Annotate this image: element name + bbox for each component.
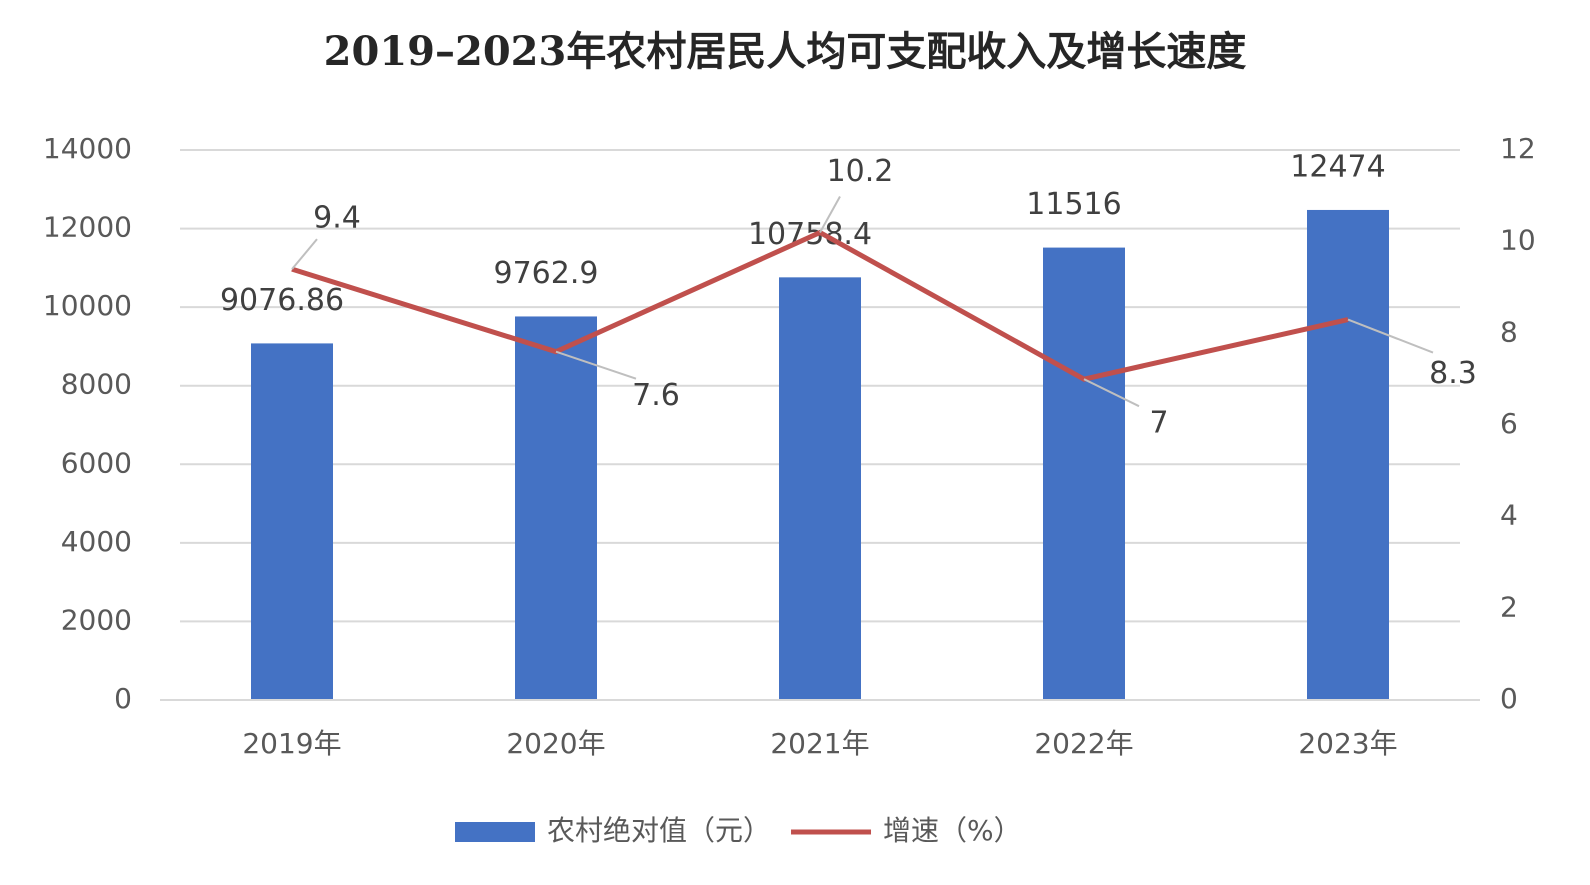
- data-label: 10.2: [827, 154, 894, 189]
- y2-tick-label: 8: [1500, 315, 1518, 348]
- leader-line: [555, 350, 637, 380]
- data-label: 11516: [1026, 187, 1121, 222]
- y2-tick-label: 10: [1500, 224, 1536, 257]
- data-label: 7: [1149, 406, 1168, 441]
- data-label: 7.6: [632, 378, 680, 413]
- chart-title: 2019–2023年农村居民人均可支配收入及增长速度: [324, 28, 1247, 75]
- leader-line: [1347, 318, 1434, 354]
- data-label: 8.3: [1429, 356, 1477, 391]
- bar: [1307, 209, 1389, 700]
- bar: [251, 343, 333, 700]
- bar: [779, 277, 861, 700]
- x-tick-label: 2023年: [1298, 727, 1397, 760]
- y-tick-label: 4000: [61, 525, 132, 558]
- x-tick-label: 2019年: [242, 727, 341, 760]
- leader-line: [291, 238, 318, 270]
- x-tick-label: 2022年: [1034, 727, 1133, 760]
- y2-tick-label: 0: [1500, 682, 1518, 715]
- y-tick-label: 2000: [61, 603, 132, 636]
- y-tick-label: 8000: [61, 368, 132, 401]
- y2-tick-label: 4: [1500, 499, 1518, 532]
- y2-tick-label: 12: [1500, 132, 1536, 165]
- y-tick-label: 12000: [43, 211, 132, 244]
- data-label: 12474: [1290, 149, 1385, 184]
- data-label: 9762.9: [494, 256, 599, 291]
- y-tick-label: 14000: [43, 132, 132, 165]
- data-label: 9.4: [313, 201, 361, 236]
- y2-tick-label: 6: [1500, 407, 1518, 440]
- bar: [1043, 247, 1125, 701]
- legend-label: 农村绝对值（元）: [547, 814, 771, 847]
- y2-tick-label: 2: [1500, 590, 1518, 623]
- leader-line: [819, 196, 841, 233]
- y-tick-label: 6000: [61, 446, 132, 479]
- x-tick-label: 2021年: [770, 727, 869, 760]
- y-tick-label: 10000: [43, 289, 132, 322]
- legend-swatch: [455, 822, 535, 842]
- legend-label: 增速（%）: [883, 814, 1022, 847]
- x-tick-label: 2020年: [506, 727, 605, 760]
- data-label: 9076.86: [220, 283, 344, 318]
- leader-line: [1083, 378, 1140, 408]
- bar: [515, 316, 597, 700]
- y-tick-label: 0: [114, 682, 132, 715]
